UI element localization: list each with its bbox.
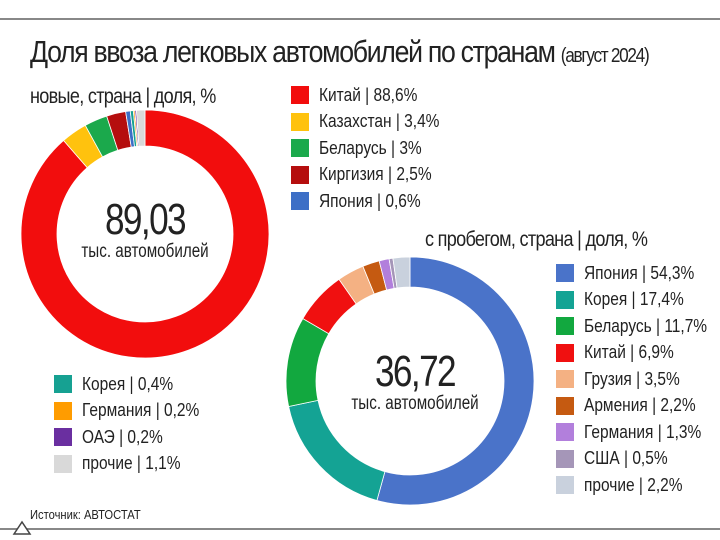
used-total-unit: тыс. автомобилей [351, 393, 479, 414]
legend-swatch [291, 112, 309, 131]
legend-item: Корея | 17,4% [556, 287, 720, 314]
new-legend-top: Китай | 88,6% Казахстан | 3,4% Беларусь | … [291, 82, 459, 215]
legend-item: Грузия | 3,5% [556, 366, 720, 393]
slice-Корея [288, 399, 386, 501]
legend-swatch [291, 139, 309, 158]
legend-item: США | 0,5% [556, 446, 720, 473]
legend-label: Япония | 0,6% [319, 190, 421, 211]
used-subtitle: с пробегом, страна | доля, % [425, 228, 648, 251]
legend-swatch [54, 375, 72, 394]
legend-item: Япония | 0,6% [291, 188, 459, 215]
legend-item: Япония | 54,3% [556, 260, 720, 287]
new-subtitle: новые, страна | доля, % [30, 85, 216, 108]
new-total-value: 89,03 [104, 195, 187, 244]
slice-Китай [20, 109, 270, 359]
legend-label: Армения | 2,2% [584, 395, 696, 416]
legend-item: прочие | 1,1% [54, 451, 218, 478]
legend-label: Корея | 0,4% [82, 373, 174, 394]
legend-swatch [556, 423, 574, 442]
legend-item: Китай | 6,9% [556, 340, 720, 367]
legend-item: Беларусь | 11,7% [556, 313, 720, 340]
legend-label: Япония | 54,3% [584, 262, 695, 283]
legend-item: прочие | 2,2% [556, 472, 720, 499]
legend-label: Киргизия | 2,5% [319, 164, 432, 185]
legend-swatch [556, 343, 574, 362]
legend-item: Германия | 0,2% [54, 398, 218, 425]
legend-label: прочие | 1,1% [82, 453, 181, 474]
legend-item: Киргизия | 2,5% [291, 162, 459, 189]
legend-label: прочие | 2,2% [584, 474, 683, 495]
legend-swatch [54, 454, 72, 473]
chart-title: Доля ввоза легковых автомобилей по стран… [30, 34, 650, 70]
legend-label: Китай | 6,9% [584, 342, 674, 363]
slice-Беларусь [285, 318, 330, 408]
legend-label: Корея | 17,4% [584, 289, 684, 310]
used-total: 36,72 тыс. автомобилей [343, 350, 487, 414]
legend-label: Германия | 0,2% [82, 400, 200, 421]
legend-label: Казахстан | 3,4% [319, 111, 440, 132]
legend-item: Армения | 2,2% [556, 393, 720, 420]
legend-swatch [54, 428, 72, 447]
used-legend: Япония | 54,3% Корея | 17,4% Беларусь | 11… [556, 260, 720, 499]
legend-swatch [556, 317, 574, 336]
legend-label: ОАЭ | 0,2% [82, 426, 163, 447]
title-text: Доля ввоза легковых автомобилей по стран… [30, 34, 556, 69]
source-note: Источник: АВТОСТАТ [30, 507, 141, 522]
bottom-divider [0, 528, 720, 530]
legend-swatch [556, 264, 574, 283]
legend-label: Германия | 1,3% [584, 421, 702, 442]
legend-item: ОАЭ | 0,2% [54, 424, 218, 451]
period-text: (август 2024) [560, 45, 650, 67]
legend-swatch [556, 290, 574, 309]
slice-прочие [136, 109, 146, 147]
used-total-value: 36,72 [374, 347, 457, 396]
slice-Япония [376, 256, 535, 506]
legend-item: Германия | 1,3% [556, 419, 720, 446]
legend-item: Китай | 88,6% [291, 82, 459, 109]
legend-item: Беларусь | 3% [291, 135, 459, 162]
legend-swatch [556, 476, 574, 495]
new-total: 89,03 тыс. автомобилей [73, 198, 217, 262]
legend-swatch [291, 192, 309, 211]
legend-label: США | 0,5% [584, 448, 668, 469]
slice-прочие [392, 256, 411, 289]
legend-swatch [291, 86, 309, 105]
legend-label: Беларусь | 3% [319, 137, 422, 158]
new-total-unit: тыс. автомобилей [81, 241, 209, 262]
top-divider [0, 18, 720, 20]
legend-swatch [556, 449, 574, 468]
legend-label: Китай | 88,6% [319, 84, 418, 105]
legend-swatch [556, 396, 574, 415]
legend-item: Казахстан | 3,4% [291, 109, 459, 136]
legend-swatch [54, 401, 72, 420]
logo-triangle-icon [12, 520, 32, 535]
legend-swatch [556, 370, 574, 389]
legend-item: Корея | 0,4% [54, 371, 218, 398]
legend-label: Беларусь | 11,7% [584, 315, 708, 336]
new-legend-bottom: Корея | 0,4% Германия | 0,2% ОАЭ | 0,2% про… [54, 371, 218, 477]
legend-label: Грузия | 3,5% [584, 368, 680, 389]
legend-swatch [291, 165, 309, 184]
